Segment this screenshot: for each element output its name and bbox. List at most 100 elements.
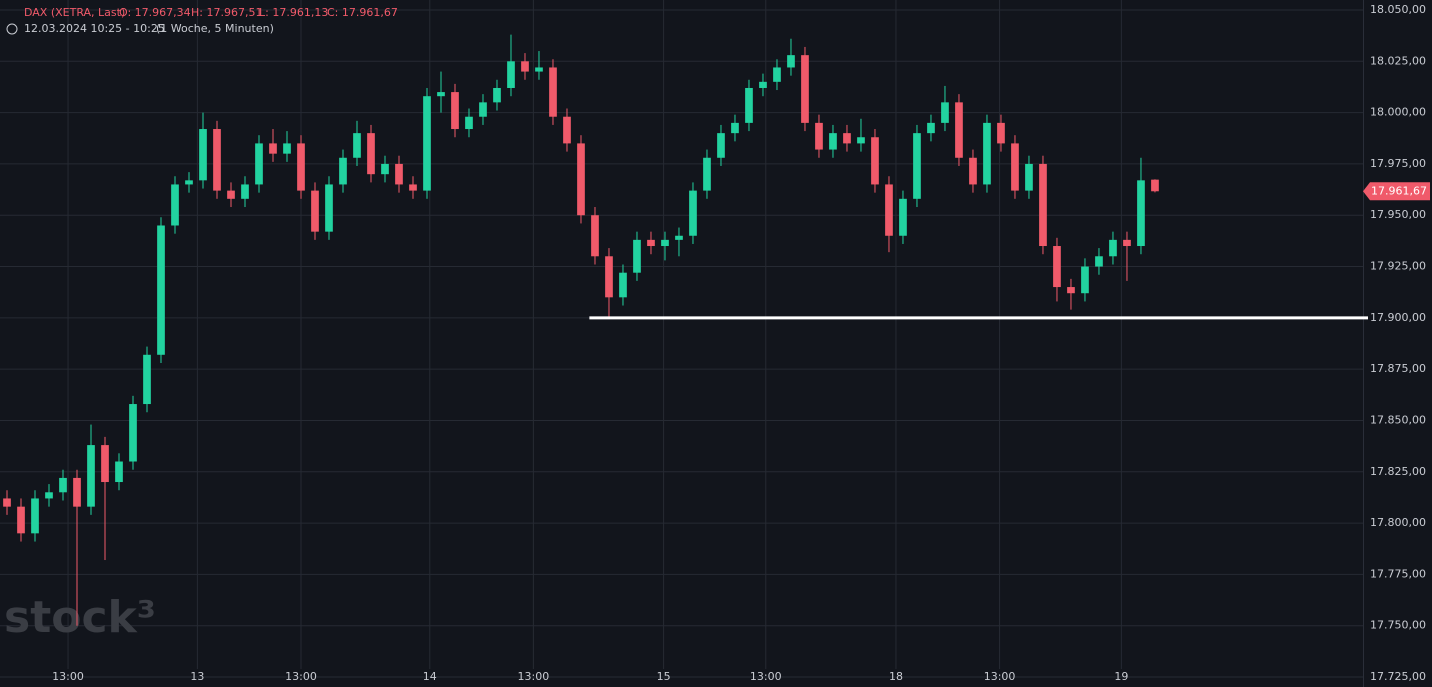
y-tick-label: 17.825,00	[1370, 465, 1426, 478]
candle-body	[87, 445, 95, 507]
candle-body	[101, 445, 109, 483]
x-tick-label: 18	[889, 670, 903, 683]
x-tick-label: 13:00	[750, 670, 782, 683]
y-tick-label: 17.850,00	[1370, 413, 1426, 426]
close-label: C: 17.961,67	[327, 6, 398, 19]
candle-body	[773, 67, 781, 82]
candle-body	[409, 184, 417, 191]
y-tick-label: 17.925,00	[1370, 260, 1426, 273]
candles	[3, 34, 1159, 626]
candle-body	[633, 239, 641, 273]
candle-body	[731, 122, 739, 134]
candle-body	[857, 137, 865, 144]
candle-body	[955, 102, 963, 158]
candle-body	[395, 163, 403, 185]
y-tick-label: 18.000,00	[1370, 106, 1426, 119]
candle-body	[73, 477, 81, 507]
candle-body	[1053, 246, 1061, 288]
candle-body	[465, 116, 473, 130]
candle-body	[381, 163, 389, 175]
y-tick-label: 17.950,00	[1370, 208, 1426, 221]
candle-body	[185, 180, 193, 185]
candle-body	[843, 133, 851, 144]
candle-body	[479, 102, 487, 117]
grid	[0, 0, 1363, 678]
y-tick-label: 17.975,00	[1370, 157, 1426, 170]
candle-body	[507, 61, 515, 88]
candle-body	[157, 225, 165, 355]
candle-body	[899, 198, 907, 236]
y-tick-label: 17.725,00	[1370, 670, 1426, 683]
candle-body	[283, 143, 291, 154]
y-tick-label: 17.875,00	[1370, 362, 1426, 375]
candle-body	[115, 461, 123, 483]
y-tick-label: 17.900,00	[1370, 311, 1426, 324]
y-tick-label: 18.025,00	[1370, 54, 1426, 67]
open-label: O: 17.967,34	[119, 6, 191, 19]
candle-body	[17, 506, 25, 534]
candle-body	[423, 96, 431, 191]
candle-body	[1025, 163, 1033, 191]
candle-body	[3, 498, 11, 507]
candle-body	[815, 122, 823, 150]
candle-body	[549, 67, 557, 117]
candle-body	[941, 102, 949, 123]
candle-body	[591, 215, 599, 257]
candle-body	[269, 143, 277, 154]
candle-body	[31, 498, 39, 534]
candle-body	[45, 492, 53, 499]
candle-body	[437, 92, 445, 97]
candle-body	[1011, 143, 1019, 191]
x-tick-label: 15	[657, 670, 671, 683]
candle-body	[675, 235, 683, 240]
x-tick-label: 13:00	[52, 670, 84, 683]
candle-body	[647, 239, 655, 247]
candle-body	[983, 122, 991, 185]
candle-body	[717, 133, 725, 158]
candle-body	[577, 143, 585, 216]
interval: (1 Woche, 5 Minuten)	[156, 22, 274, 35]
high-label: H: 17.967,51	[191, 6, 262, 19]
candle-body	[801, 55, 809, 123]
candle-body	[829, 133, 837, 150]
candle-body	[213, 129, 221, 191]
candle-body	[1039, 163, 1047, 247]
candle-body	[311, 190, 319, 232]
x-tick-label: 14	[423, 670, 437, 683]
x-tick-label: 13:00	[518, 670, 550, 683]
y-tick-label: 17.775,00	[1370, 567, 1426, 580]
candle-body	[199, 129, 207, 181]
candle-body	[353, 133, 361, 158]
candle-body	[241, 184, 249, 199]
candle-body	[255, 143, 263, 185]
candle-body	[563, 116, 571, 144]
candle-body	[969, 157, 977, 185]
candle-body	[143, 354, 151, 405]
symbol: DAX (XETRA, Last)	[24, 6, 125, 19]
candle-body	[339, 157, 347, 185]
x-tick-label: 13:00	[984, 670, 1016, 683]
last-price-label: 17.961,67	[1371, 184, 1427, 197]
candle-body	[451, 92, 459, 130]
candle-body	[871, 137, 879, 185]
watermark: stock³	[4, 592, 156, 643]
x-tick-label: 13	[190, 670, 204, 683]
candle-body	[787, 55, 795, 68]
x-tick-label: 19	[1114, 670, 1128, 683]
x-tick-label: 13:00	[285, 670, 317, 683]
candle-body	[885, 184, 893, 236]
candle-body	[325, 184, 333, 232]
candle-body	[745, 87, 753, 123]
candle-body	[493, 87, 501, 103]
candle-body	[535, 67, 543, 72]
candle-body	[1123, 239, 1131, 247]
candle-body	[1151, 179, 1159, 192]
y-tick-label: 18.050,00	[1370, 3, 1426, 16]
candle-body	[703, 157, 711, 191]
candle-body	[227, 190, 235, 199]
candle-body	[661, 239, 669, 247]
candle-body	[1081, 266, 1089, 294]
clock-icon	[6, 23, 18, 35]
